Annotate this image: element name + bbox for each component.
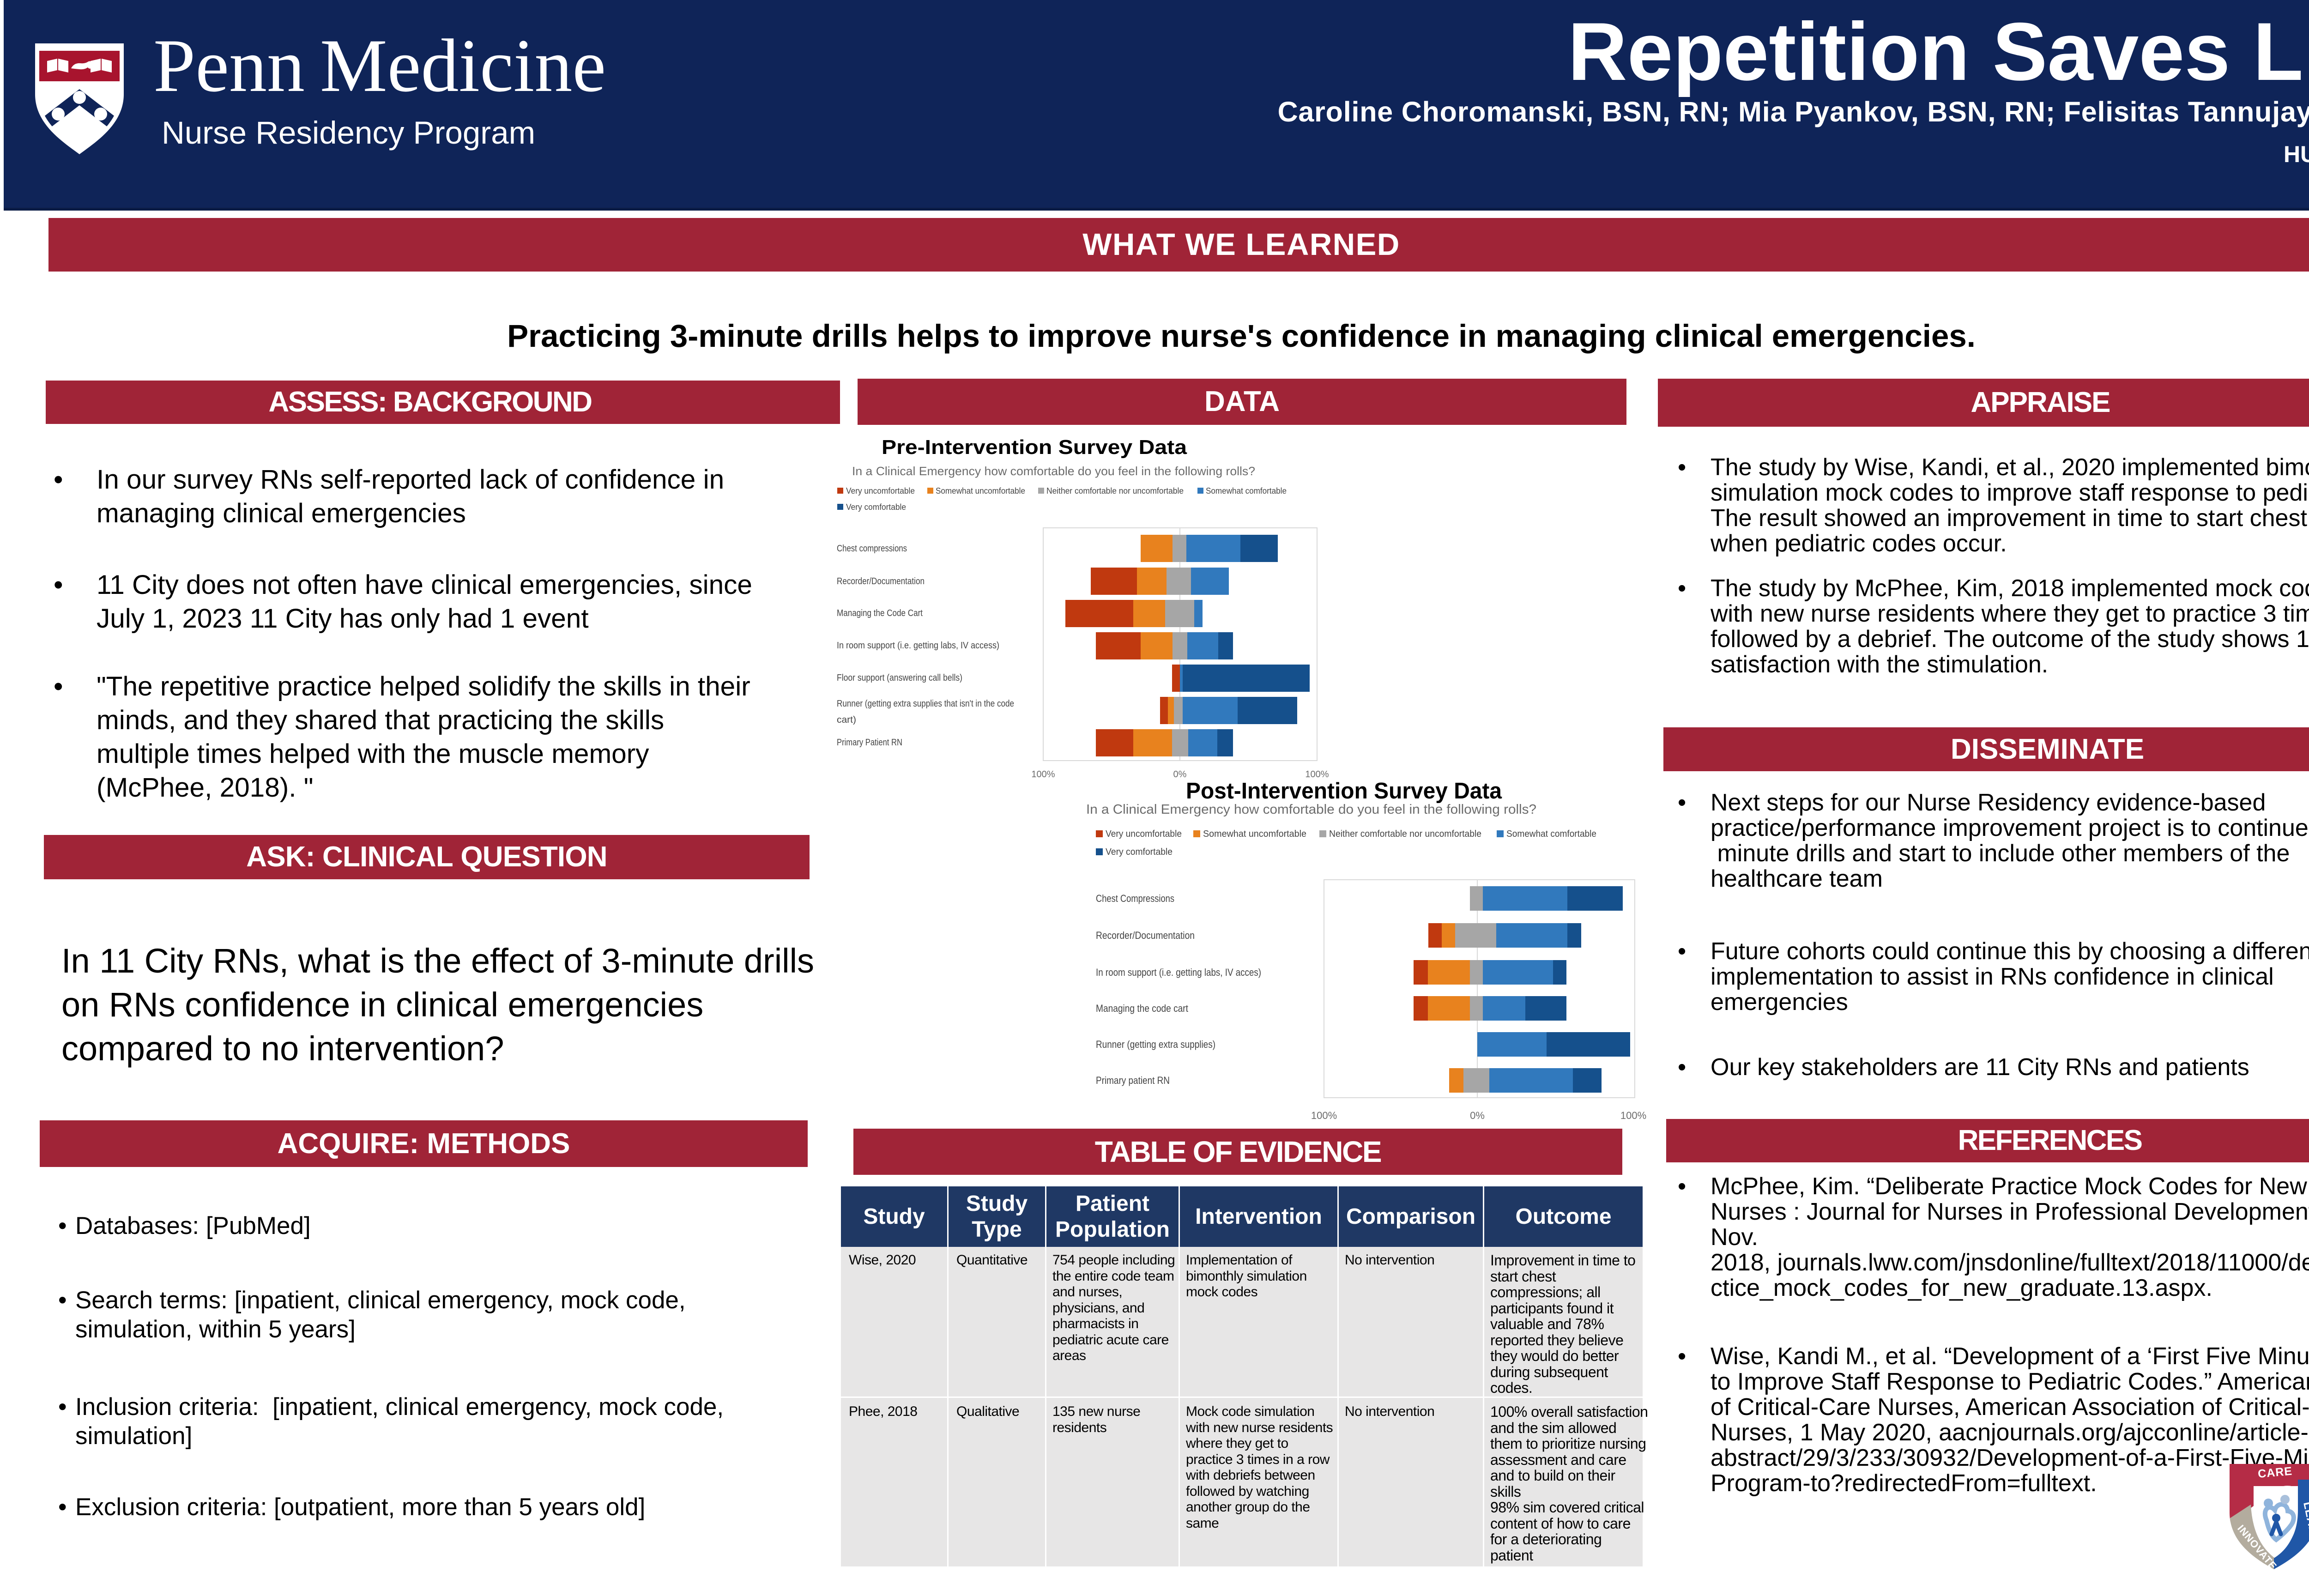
svg-text:Somewhat comfortable: Somewhat comfortable — [1206, 486, 1287, 496]
svg-text:Primary patient RN: Primary patient RN — [1096, 1075, 1170, 1086]
svg-text:Somewhat uncomfortable: Somewhat uncomfortable — [1203, 829, 1306, 839]
svg-text:Runner (getting extra supplies: Runner (getting extra supplies that isn'… — [837, 699, 1014, 709]
svg-text:Chest Compressions: Chest Compressions — [1096, 893, 1174, 904]
svg-text:In a Clinical Emergency how co: In a Clinical Emergency how comfortable … — [852, 464, 1255, 478]
svg-text:Somewhat uncomfortable: Somewhat uncomfortable — [936, 486, 1025, 496]
svg-text:Very comfortable: Very comfortable — [846, 502, 906, 512]
svg-text:Managing the Code Cart: Managing the Code Cart — [837, 608, 923, 618]
svg-text:100%: 100% — [1311, 1110, 1337, 1121]
svg-text:0%: 0% — [1470, 1110, 1485, 1121]
svg-text:In room support (i.e. getting: In room support (i.e. getting labs, IV a… — [837, 641, 999, 651]
svg-text:Chest compressions: Chest compressions — [837, 544, 907, 554]
svg-text:100%: 100% — [1305, 769, 1329, 780]
svg-text:Very uncomfortable: Very uncomfortable — [846, 486, 915, 496]
svg-text:Managing the code cart: Managing the code cart — [1096, 1003, 1188, 1014]
svg-text:Very uncomfortable: Very uncomfortable — [1106, 829, 1182, 839]
svg-text:Runner (getting extra supplies: Runner (getting extra supplies) — [1096, 1039, 1215, 1050]
svg-text:100%: 100% — [1031, 769, 1055, 780]
svg-text:Somewhat comfortable: Somewhat comfortable — [1506, 829, 1596, 839]
svg-text:Post-Intervention Survey Data: Post-Intervention Survey Data — [1186, 780, 1502, 804]
svg-text:In room support (i.e. getting: In room support (i.e. getting labs, IV a… — [1096, 967, 1261, 978]
svg-text:Neither comfortable nor uncomf: Neither comfortable nor uncomfortable — [1329, 829, 1481, 839]
svg-text:In a Clinical Emergency how co: In a Clinical Emergency how comfortable … — [1086, 802, 1536, 817]
svg-text:Neither comfortable nor uncomf: Neither comfortable nor uncomfortable — [1046, 486, 1184, 496]
svg-text:Recorder/Documentation: Recorder/Documentation — [837, 576, 925, 586]
svg-text:Floor support (answering call: Floor support (answering call bells) — [837, 673, 962, 683]
svg-text:CARE: CARE — [2257, 1465, 2293, 1481]
svg-text:100%: 100% — [1620, 1110, 1646, 1121]
svg-text:Primary Patient RN: Primary Patient RN — [837, 738, 902, 748]
svg-text:Pre-Intervention Survey Data: Pre-Intervention Survey Data — [882, 436, 1187, 459]
svg-text:0%: 0% — [1173, 769, 1187, 780]
svg-text:Very comfortable: Very comfortable — [1106, 847, 1173, 857]
svg-text:cart): cart) — [837, 715, 856, 725]
svg-text:Recorder/Documentation: Recorder/Documentation — [1096, 930, 1195, 941]
